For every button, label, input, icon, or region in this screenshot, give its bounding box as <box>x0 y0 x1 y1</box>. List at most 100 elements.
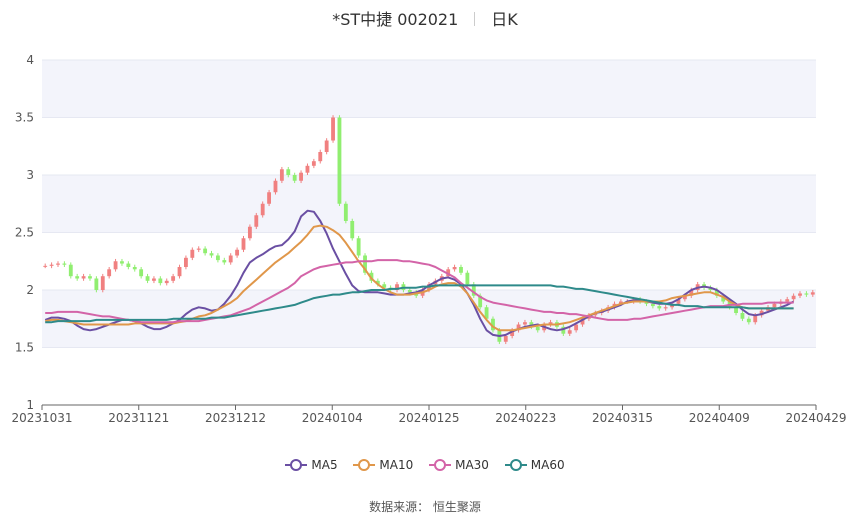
candle-body <box>222 260 227 263</box>
y-tick-label: 1 <box>26 398 34 412</box>
candle-body <box>209 253 214 256</box>
candle-body <box>503 336 508 342</box>
candle-body <box>689 290 694 296</box>
candle-body <box>350 221 355 239</box>
y-tick-label: 4 <box>26 53 34 67</box>
candle-body <box>286 169 291 175</box>
candle-body <box>759 310 764 316</box>
legend-item-ma30[interactable]: MA30 <box>429 458 489 472</box>
candle-body <box>676 299 681 304</box>
x-tick-label: 20240429 <box>785 411 846 425</box>
x-tick-label: 20240104 <box>302 411 363 425</box>
stock-name: *ST中捷 002021 <box>332 10 459 29</box>
candle-body <box>126 263 131 267</box>
candle-body <box>382 284 387 288</box>
candle-body <box>465 272 470 285</box>
x-tick-label: 20240223 <box>495 411 556 425</box>
candle-body <box>228 255 233 263</box>
legend-label: MA60 <box>530 458 565 472</box>
candle-body <box>196 248 201 250</box>
candle-body <box>152 278 156 281</box>
x-tick-label: 20231121 <box>108 411 169 425</box>
candle-body <box>510 330 515 336</box>
candle-body <box>62 263 67 265</box>
candle-body <box>337 117 342 204</box>
candle-body <box>324 140 329 152</box>
candle-body <box>746 318 751 323</box>
candle-body <box>215 255 220 261</box>
candle-body <box>318 152 323 162</box>
candle-body <box>190 249 195 258</box>
candle-body <box>407 290 412 293</box>
candle-body <box>580 318 585 325</box>
candle-body <box>734 307 738 313</box>
legend-marker-icon <box>504 459 527 471</box>
candle-body <box>516 324 521 331</box>
candle-body <box>561 326 566 334</box>
candle-body <box>663 307 668 309</box>
legend-marker-icon <box>285 459 308 471</box>
candle-body <box>260 203 265 216</box>
candle-body <box>254 215 259 227</box>
candle-body <box>43 265 48 267</box>
candle-body <box>529 322 534 327</box>
candle-body <box>721 295 726 302</box>
candle-body <box>618 301 623 304</box>
chart-title: *ST中捷 002021 日K <box>0 6 850 30</box>
y-tick-label: 3 <box>26 168 34 182</box>
grid-band <box>42 60 816 118</box>
candle-body <box>88 276 92 279</box>
candle-body <box>81 276 86 279</box>
candle-body <box>94 278 99 290</box>
candle-body <box>548 322 553 325</box>
candle-body <box>446 269 451 277</box>
candle-body <box>491 318 495 331</box>
ma-line-ma5 <box>44 209 795 337</box>
candle-body <box>49 264 54 266</box>
candle-body <box>708 287 713 290</box>
candle-body <box>343 203 348 221</box>
candle-body <box>171 276 176 281</box>
candle-body <box>459 267 463 273</box>
legend-item-ma5[interactable]: MA5 <box>285 458 338 472</box>
candle-body <box>158 278 163 284</box>
legend-marker-icon <box>353 459 376 471</box>
candle-body <box>593 313 598 316</box>
legend-marker-icon <box>429 459 452 471</box>
candle-body <box>107 269 112 277</box>
candle-body <box>740 313 745 319</box>
legend-item-ma10[interactable]: MA10 <box>353 458 413 472</box>
candle-body <box>145 276 150 281</box>
candle-body <box>100 276 105 290</box>
candle-body <box>785 299 790 302</box>
candle-body <box>574 324 579 331</box>
candle-body <box>798 293 802 296</box>
candle-body <box>184 257 188 267</box>
legend-label: MA10 <box>379 458 414 472</box>
candle-body <box>714 290 719 296</box>
candle-body <box>247 226 252 239</box>
candle-body <box>132 267 137 270</box>
candle-body <box>471 284 476 296</box>
grid-band <box>42 175 816 233</box>
candle-body <box>753 315 758 323</box>
x-tick-label: 20231212 <box>205 411 266 425</box>
candle-body <box>369 272 374 281</box>
candle-body <box>273 180 278 193</box>
candle-body <box>452 267 457 270</box>
candle-body <box>356 238 361 256</box>
legend-item-ma60[interactable]: MA60 <box>504 458 565 472</box>
candle-body <box>395 284 399 290</box>
candle-body <box>810 292 815 295</box>
ma-line-ma30 <box>45 259 794 324</box>
kline-chart: 1 1.5 2 2.5 3 3.5 4 20231031 20231121 20231212 202… <box>11 53 846 425</box>
candle-body <box>164 280 169 284</box>
y-tick-label: 3.5 <box>15 111 34 125</box>
y-tick-label: 1.5 <box>15 341 34 355</box>
candle-body <box>650 303 655 307</box>
candle-body <box>567 330 572 334</box>
candle-body <box>484 307 489 319</box>
candle-body <box>279 169 284 181</box>
candle-body <box>804 293 809 295</box>
x-tick-label: 20240315 <box>592 411 653 425</box>
